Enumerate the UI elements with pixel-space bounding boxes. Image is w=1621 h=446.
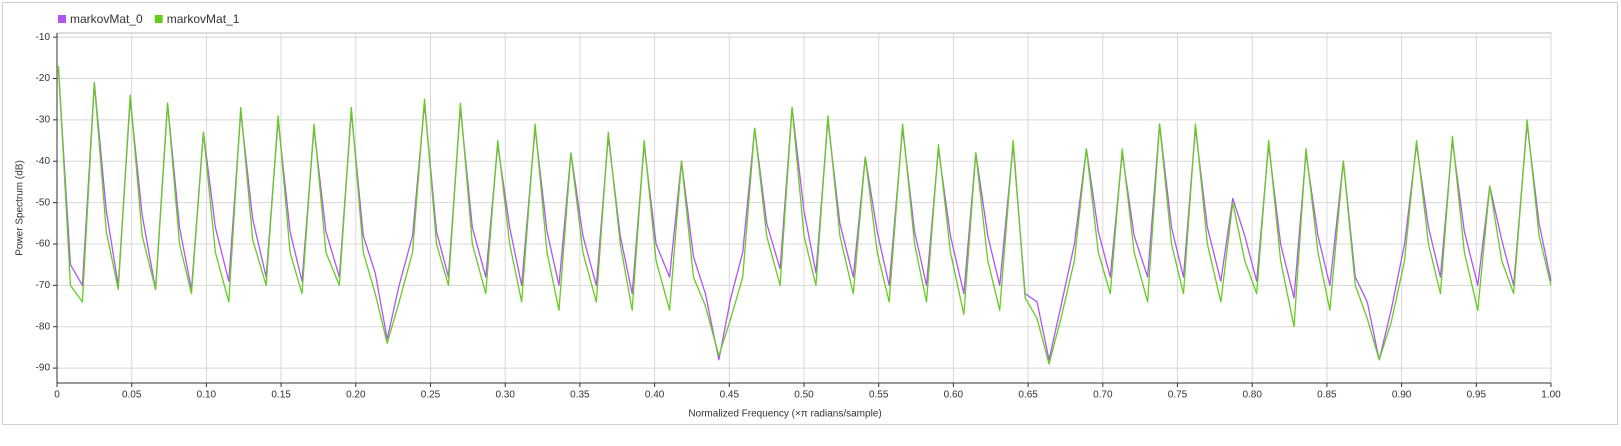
x-tick-label: 0.75	[1168, 390, 1188, 401]
x-tick-label: 0.30	[495, 390, 515, 401]
y-tick-label: -80	[36, 321, 51, 332]
x-tick-label: 0.85	[1317, 390, 1337, 401]
y-tick-label: -70	[36, 280, 51, 291]
y-tick-label: -60	[36, 239, 51, 250]
legend-label: markovMat_1	[167, 12, 240, 26]
x-tick-label: 0.45	[720, 390, 740, 401]
x-tick-label: 1.00	[1541, 390, 1561, 401]
x-tick-label: 0.10	[197, 390, 217, 401]
x-tick-label: 0.15	[271, 390, 291, 401]
x-axis-label: Normalized Frequency (×π radians/sample)	[688, 409, 881, 420]
x-tick-label: 0.80	[1242, 390, 1262, 401]
y-tick-label: -10	[36, 32, 51, 43]
x-tick-label: 0.95	[1467, 390, 1487, 401]
legend-swatch	[154, 15, 163, 23]
x-tick-label: 0	[54, 390, 60, 401]
x-tick-label: 0.25	[421, 390, 441, 401]
y-tick-label: -90	[36, 363, 51, 374]
x-tick-label: 0.65	[1018, 390, 1038, 401]
y-tick-label: -30	[36, 115, 51, 126]
x-tick-label: 0.60	[944, 390, 964, 401]
x-tick-label: 0.50	[794, 390, 814, 401]
x-tick-label: 0.70	[1093, 390, 1113, 401]
x-tick-label: 0.55	[869, 390, 889, 401]
y-tick-label: -20	[36, 73, 51, 84]
x-tick-label: 0.20	[346, 390, 366, 401]
y-tick-label: -50	[36, 197, 51, 208]
y-tick-label: -40	[36, 156, 51, 167]
x-tick-label: 0.90	[1392, 390, 1412, 401]
y-axis-label: Power Spectrum (dB)	[15, 160, 26, 256]
x-tick-label: 0.05	[122, 390, 142, 401]
frame	[2, 2, 1618, 425]
legend-label: markovMat_0	[70, 12, 143, 26]
x-tick-label: 0.40	[645, 390, 665, 401]
series-line	[57, 66, 1552, 365]
legend-swatch	[58, 15, 66, 23]
x-tick-label: 0.35	[570, 390, 590, 401]
